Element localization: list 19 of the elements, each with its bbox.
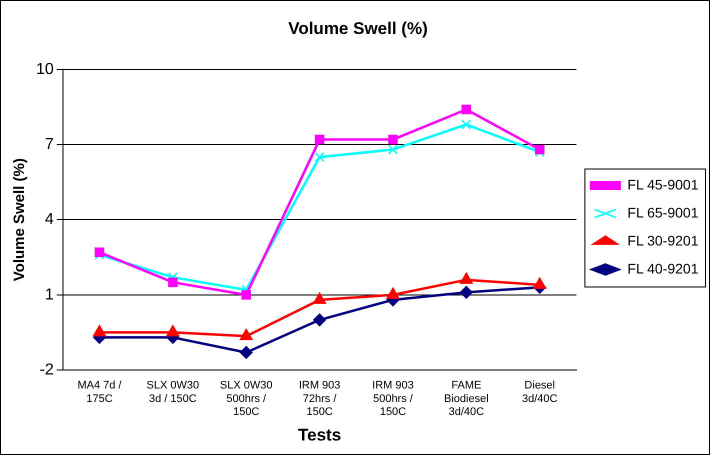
x-tick-label: FAME Biodiesel 3d/40C: [444, 380, 489, 418]
x-tick-label: Diesel 3d/40C: [522, 380, 558, 405]
y-tick-label: 4: [44, 211, 54, 228]
x-tick-label: SLX 0W30 500hrs / 150C: [220, 380, 273, 418]
x-tick-label: IRM 903 72hrs / 150C: [298, 380, 340, 418]
y-tick-label: 10: [36, 60, 54, 78]
legend-label: FL 45-9001: [627, 176, 699, 192]
chart-title: Volume Swell (%): [288, 18, 428, 38]
y-axis-title: Volume Swell (%): [11, 158, 28, 282]
y-tick-label: 1: [44, 286, 54, 304]
x-tick-label: IRM 903 500hrs / 150C: [372, 380, 414, 418]
x-tick-label: SLX 0W30 3d / 150C: [146, 380, 200, 405]
x-axis-title: Tests: [298, 425, 342, 444]
legend-label: FL 30-9201: [627, 232, 699, 248]
y-tick-label: -2: [40, 361, 54, 378]
y-tick-label: 7: [44, 136, 54, 153]
legend-label: FL 65-9001: [627, 204, 699, 220]
x-tick-label: MA4 7d / 175C: [77, 380, 122, 405]
legend-label: FL 40-9201: [627, 260, 699, 276]
